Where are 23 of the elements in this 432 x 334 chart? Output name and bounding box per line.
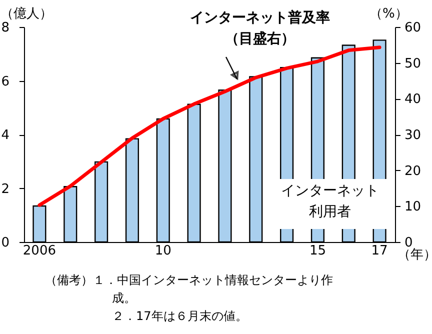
x-tick-label: 10 <box>154 244 172 258</box>
y2-tick-label: 30 <box>404 128 422 143</box>
x-tick-label: 15 <box>309 244 326 258</box>
y2-tick-label: 60 <box>404 20 422 36</box>
y2-tick-label: 50 <box>404 56 422 72</box>
y-tick-label: 0 <box>1 236 10 250</box>
y2-tick-label: 40 <box>404 92 422 108</box>
x-axis-title: （年） <box>398 248 432 262</box>
x-tick-label: 17 <box>371 244 388 258</box>
y-tick-label: 4 <box>1 128 10 143</box>
y-tick-label: 6 <box>1 74 10 90</box>
y2-tick-label: 0 <box>404 236 413 250</box>
y-axis-title: （億人） <box>0 6 52 22</box>
y-tick-label: 2 <box>1 182 10 197</box>
x-tick-label: 2006 <box>22 244 56 258</box>
text: （備考）１．中国インターネット情報センターより作成。 <box>45 273 333 305</box>
y2-tick-label: 10 <box>404 200 422 215</box>
series-label: インターネット普及率（目盛右） <box>190 9 330 47</box>
text: ２．17年は６月末の値。 <box>112 309 248 323</box>
y2-axis-title: （%） <box>370 6 408 22</box>
y-tick-label: 8 <box>1 20 10 36</box>
series-label: インターネット利用者 <box>281 183 379 220</box>
y2-tick-label: 20 <box>404 164 422 179</box>
